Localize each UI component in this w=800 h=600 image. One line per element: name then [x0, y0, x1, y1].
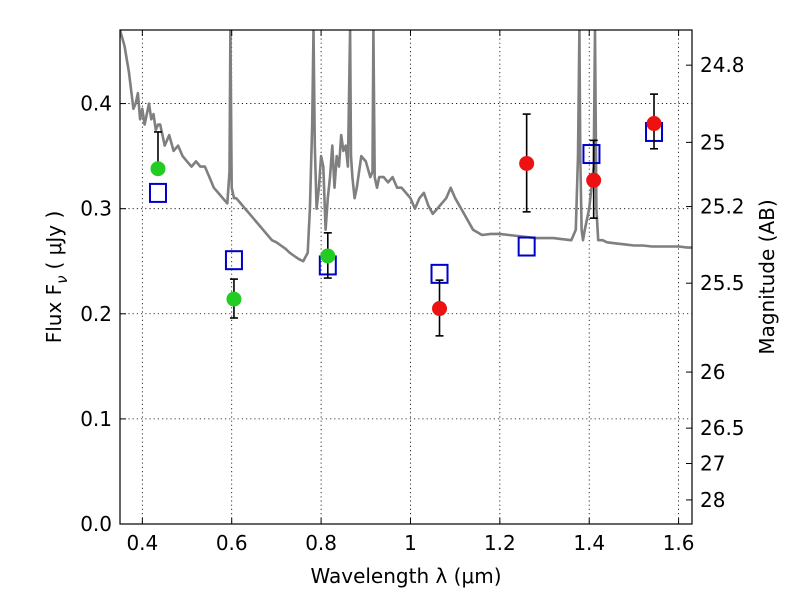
circle-marker: [150, 161, 166, 177]
circle-marker: [586, 172, 602, 188]
y-axis: 0.0 0.1 0.2 0.3 0.4: [80, 92, 126, 536]
data-points-layer: [148, 93, 664, 337]
magnitude-tick-label: 28: [700, 488, 725, 512]
y-tick-label: 0.4: [80, 92, 112, 116]
circle-marker: [432, 301, 448, 317]
y-axis-title-main: Flux F: [42, 284, 66, 343]
magnitude-axis: 24.8 25 25.2 25.5 26 26.5 27 28: [686, 53, 745, 512]
magnitude-tick-label: 27: [700, 452, 725, 476]
x-axis: 0.4 0.6 0.8 1 1.2 1.4 1.6: [126, 30, 695, 555]
x-tick-label: 0.6: [216, 531, 248, 555]
y-tick-label: 0.1: [80, 407, 112, 431]
square-marker: [517, 236, 536, 257]
circle-marker: [646, 116, 662, 132]
magnitude-tick-label: 25.2: [700, 195, 745, 219]
circle-marker: [519, 155, 535, 171]
svg-text:Flux Fν( μJy ): Flux Fν ( μJy ): [42, 211, 71, 344]
magnitude-tick-label: 25: [700, 130, 725, 154]
y-tick-label: 0.3: [80, 197, 112, 221]
y-axis-title-unit: ( μJy ): [42, 211, 66, 270]
circle-marker: [226, 291, 242, 307]
circle-marker: [320, 248, 336, 264]
y-axis-title: Flux Fν ( μJy ): [42, 211, 71, 344]
y-tick-label: 0.0: [80, 512, 112, 536]
y-axis-title-subscript: ν: [53, 275, 71, 283]
x-tick-label: 1.4: [573, 531, 605, 555]
x-tick-label: 1.2: [484, 531, 516, 555]
square-marker: [148, 182, 167, 203]
x-tick-label: 0.4: [126, 531, 158, 555]
x-tick-label: 1.6: [663, 531, 695, 555]
magnitude-tick-label: 26: [700, 360, 725, 384]
magnitude-tick-label: 26.5: [700, 416, 745, 440]
magnitude-tick-label: 24.8: [700, 53, 745, 77]
model-spectrum-line: [120, 30, 692, 263]
x-tick-label: 1: [404, 531, 417, 555]
plot-frame: [119, 29, 693, 525]
square-marker: [582, 144, 601, 165]
y-tick-label: 0.2: [80, 302, 112, 326]
model-spectrum-layer: [120, 30, 692, 263]
grid-lines: [120, 30, 692, 524]
square-marker: [224, 250, 243, 271]
x-axis-title: Wavelength λ (μm): [310, 564, 501, 588]
x-tick-label: 0.8: [305, 531, 337, 555]
magnitude-tick-label: 25.5: [700, 271, 745, 295]
y2-axis-title: Magnitude (AB): [755, 199, 779, 354]
